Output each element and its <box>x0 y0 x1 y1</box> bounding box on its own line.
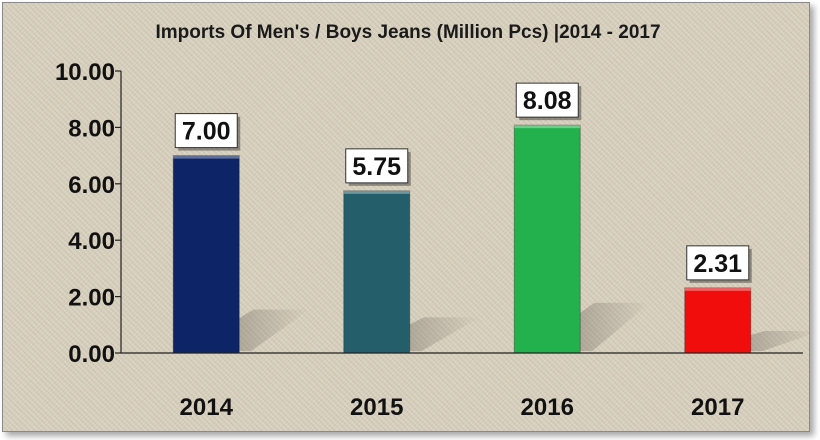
y-tick-label: 6.00 <box>68 172 115 199</box>
bar-chart: Imports Of Men's / Boys Jeans (Million P… <box>55 22 809 421</box>
data-label-box <box>345 148 409 184</box>
bar-top-bevel <box>514 125 581 129</box>
bar-2014 <box>172 155 240 354</box>
x-tick-label: 2017 <box>691 394 744 421</box>
bar-top-bevel <box>173 155 240 159</box>
bar-top-bevel <box>684 287 751 291</box>
data-label: 2.31 <box>693 250 742 278</box>
data-label: 7.00 <box>182 118 231 146</box>
bar-top-bevel <box>343 190 410 194</box>
y-tick-label: 8.00 <box>68 115 115 142</box>
data-label: 5.75 <box>352 153 401 181</box>
x-tick-label: 2016 <box>521 394 574 421</box>
bar-2016 <box>513 124 581 354</box>
x-tick-label: 2014 <box>180 394 234 421</box>
bar-2017 <box>684 287 752 354</box>
data-label-box <box>174 113 238 149</box>
y-tick-label: 0.00 <box>68 341 115 368</box>
x-tick-label: 2015 <box>350 394 403 421</box>
y-tick-label: 4.00 <box>68 228 115 255</box>
chart-frame: Imports Of Men's / Boys Jeans (Million P… <box>2 2 810 432</box>
data-label-box <box>515 82 579 118</box>
data-label-box <box>686 245 750 281</box>
y-tick-label: 10.00 <box>55 59 115 86</box>
data-label: 8.08 <box>523 87 572 115</box>
chart-title: Imports Of Men's / Boys Jeans (Million P… <box>155 22 660 43</box>
y-tick-label: 2.00 <box>68 285 115 312</box>
bar-2015 <box>343 190 411 354</box>
